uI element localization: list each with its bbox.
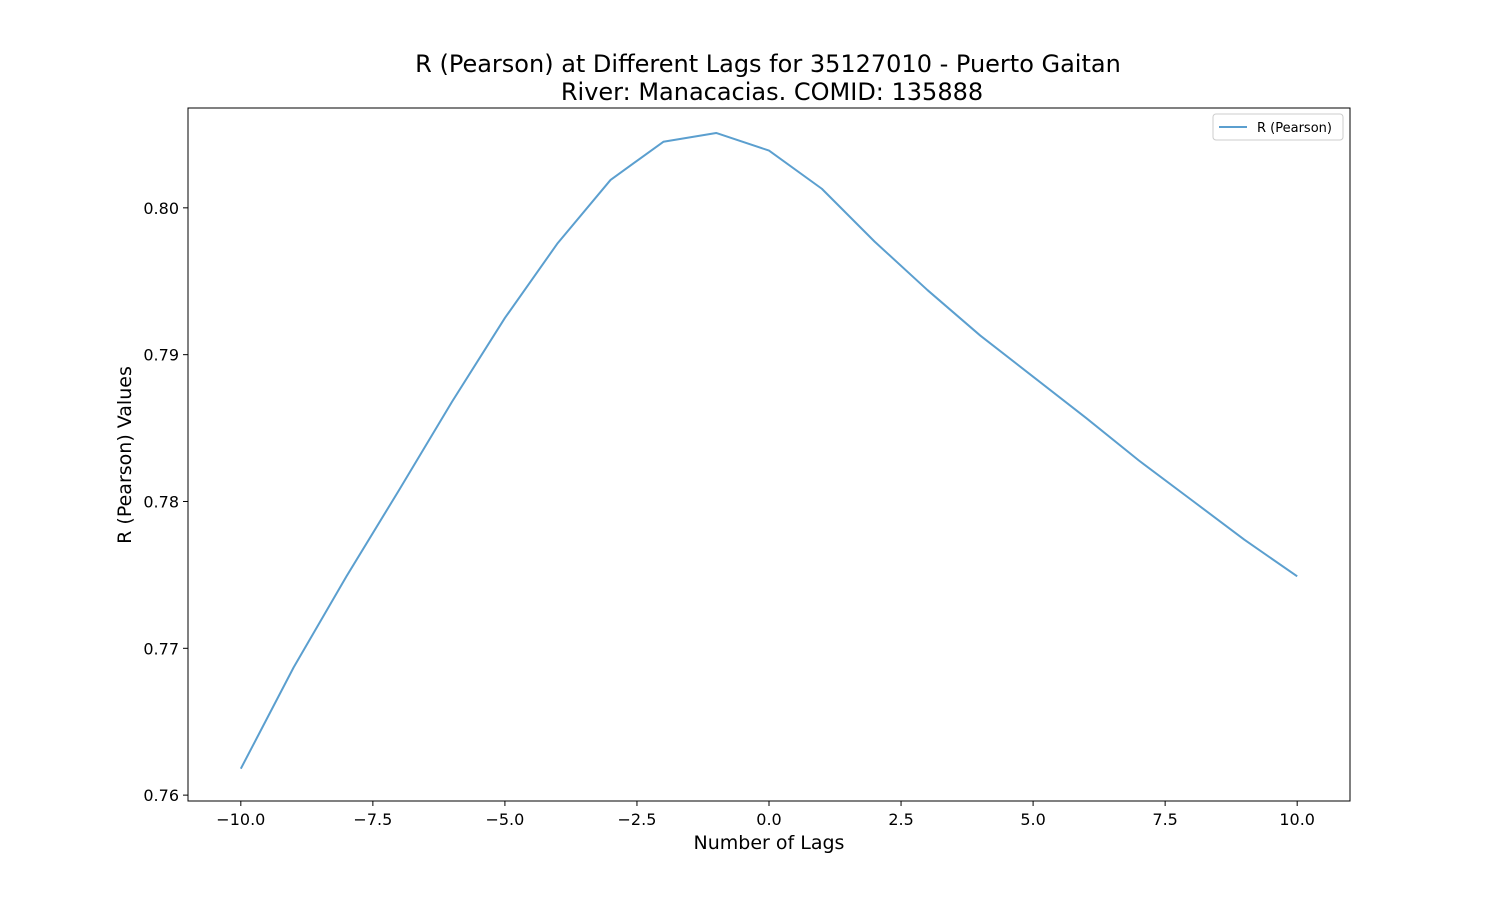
y-tick-label: 0.78 bbox=[143, 492, 179, 511]
x-tick-label: −2.5 bbox=[618, 810, 657, 829]
x-tick-label: −7.5 bbox=[353, 810, 392, 829]
y-tick-label: 0.79 bbox=[143, 346, 179, 365]
legend-box bbox=[1212, 113, 1344, 141]
x-tick-label: 5.0 bbox=[1020, 810, 1045, 829]
x-axis-ticks: −10.0 −7.5 −5.0 −2.5 0.0 2.5 5.0 7.5 10.0 bbox=[216, 801, 1315, 829]
legend: R (Pearson) bbox=[1212, 113, 1344, 141]
x-tick-label: 10.0 bbox=[1279, 810, 1315, 829]
series-line bbox=[239, 131, 1298, 770]
chart-title: R (Pearson) at Different Lags for 351270… bbox=[415, 50, 1121, 78]
x-tick-label: −10.0 bbox=[216, 810, 265, 829]
chart-subtitle: River: Manacacias. COMID: 135888 bbox=[561, 78, 983, 106]
x-tick-label: 0.0 bbox=[756, 810, 781, 829]
y-axis-label: R (Pearson) Values bbox=[114, 366, 136, 544]
x-tick-label: 2.5 bbox=[888, 810, 913, 829]
series-layer bbox=[239, 131, 1298, 770]
y-tick-label: 0.80 bbox=[143, 199, 179, 218]
y-tick-label: 0.76 bbox=[143, 786, 179, 805]
x-tick-label: 7.5 bbox=[1152, 810, 1177, 829]
y-tick-label: 0.77 bbox=[143, 639, 179, 658]
x-tick-label: −5.0 bbox=[485, 810, 524, 829]
x-axis-label: Number of Lags bbox=[694, 832, 845, 854]
legend-label: R (Pearson) bbox=[1257, 121, 1332, 136]
y-axis-ticks: 0.76 0.77 0.78 0.79 0.80 bbox=[143, 199, 188, 805]
